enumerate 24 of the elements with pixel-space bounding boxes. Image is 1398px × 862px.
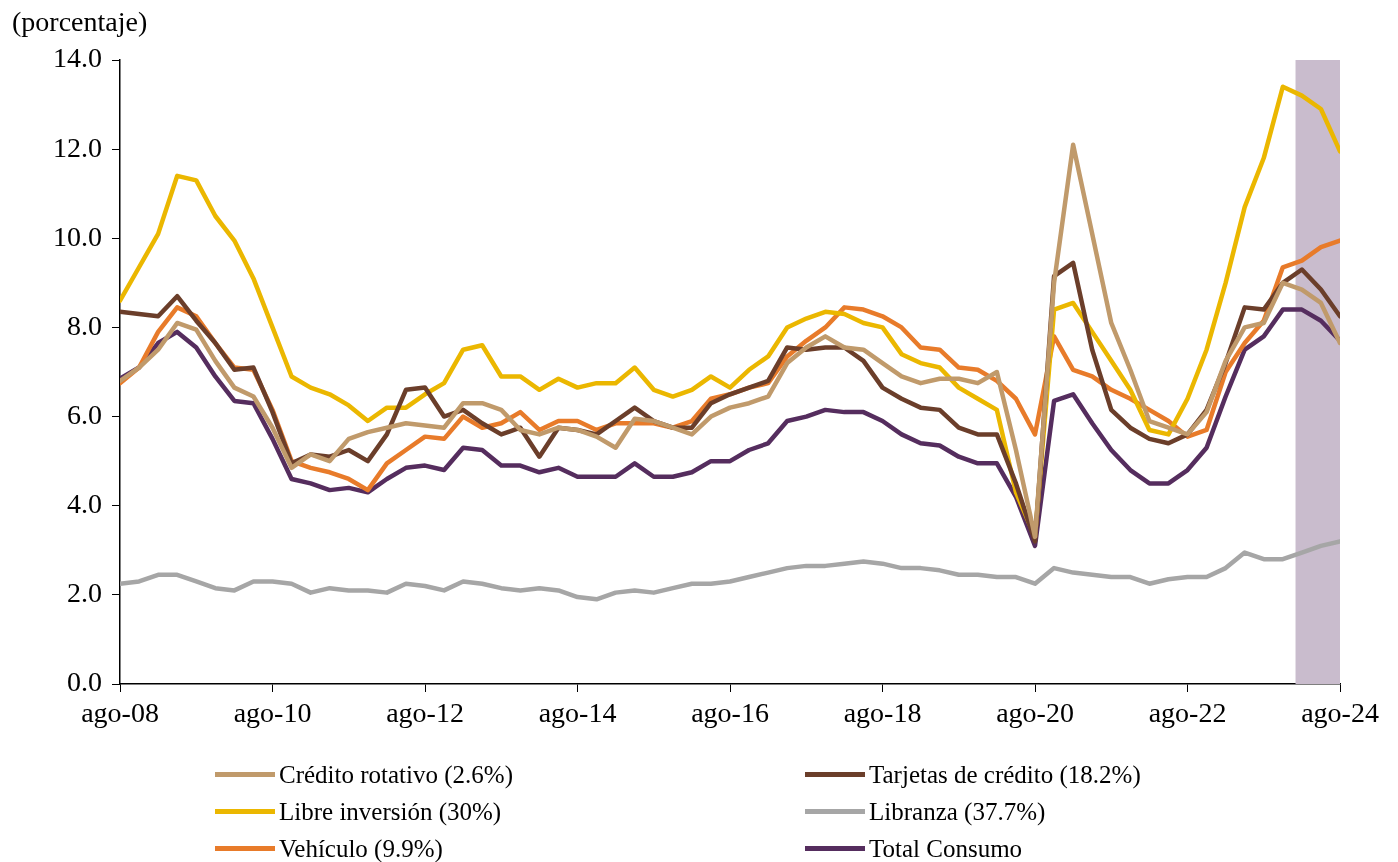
- x-tick-label: ago-24: [1301, 697, 1379, 729]
- x-tick-label: ago-16: [691, 697, 769, 729]
- y-tick-label: 2.0: [67, 577, 102, 609]
- legend-label: Vehículo (9.9%): [279, 834, 443, 862]
- legend-label: Libre inversión (30%): [279, 797, 502, 826]
- x-tick-label: ago-14: [538, 697, 617, 729]
- legend-label: Tarjetas de crédito (18.2%): [869, 760, 1141, 789]
- legend-label: Libranza (37.7%): [869, 797, 1046, 826]
- y-tick-label: 12.0: [53, 131, 102, 163]
- y-tick-label: 6.0: [67, 398, 102, 430]
- y-axis-title: (porcentaje): [12, 6, 148, 38]
- y-tick-label: 10.0: [53, 220, 102, 252]
- x-tick-label: ago-10: [233, 697, 312, 729]
- x-tick-label: ago-22: [1148, 697, 1227, 729]
- y-tick-label: 0.0: [67, 666, 102, 698]
- x-tick-label: ago-18: [843, 697, 922, 729]
- y-tick-label: 14.0: [53, 42, 102, 74]
- y-tick-label: 4.0: [67, 488, 102, 520]
- y-tick-label: 8.0: [67, 309, 102, 341]
- x-tick-label: ago-08: [81, 697, 159, 729]
- x-tick-label: ago-12: [386, 697, 464, 729]
- x-tick-label: ago-20: [996, 697, 1074, 729]
- legend-label: Total Consumo: [869, 834, 1023, 862]
- legend-label: Crédito rotativo (2.6%): [279, 760, 513, 789]
